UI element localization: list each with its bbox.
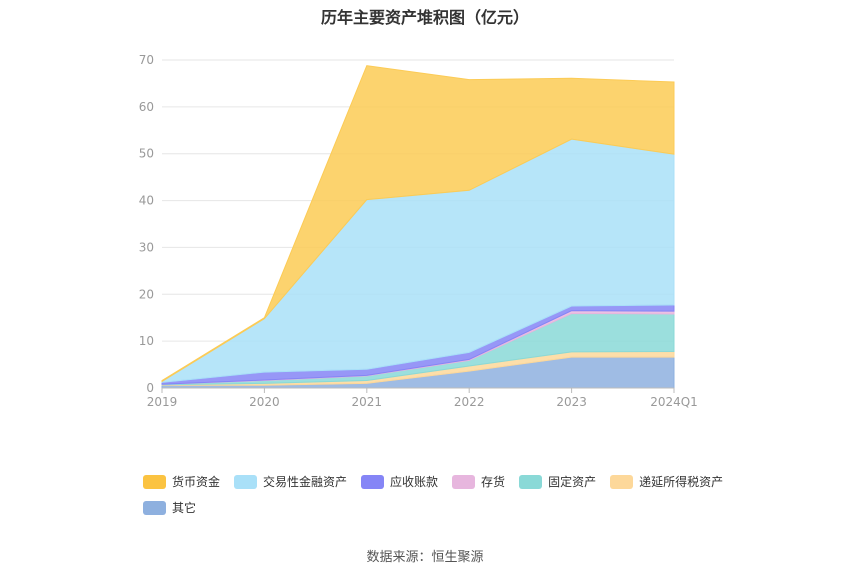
legend-label: 交易性金融资产	[263, 475, 348, 489]
y-tick-label: 10	[139, 334, 154, 348]
area-series	[161, 65, 675, 383]
legend-label: 应收账款	[390, 475, 439, 489]
y-tick-label: 40	[139, 194, 154, 208]
legend-label: 其它	[172, 501, 197, 515]
legend-label: 货币资金	[172, 475, 221, 489]
chart-legend: 货币资金 交易性金融资产 应收账款 存货 固定资产 递延所得税资产其它	[143, 473, 763, 516]
x-tick-label: 2023	[556, 395, 587, 409]
legend-item[interactable]: 存货	[452, 473, 505, 490]
legend-label: 固定资产	[548, 475, 597, 489]
legend-swatch	[143, 500, 166, 515]
legend-item[interactable]: 其它	[143, 499, 196, 516]
y-tick-label: 30	[139, 240, 154, 254]
y-tick-label: 60	[139, 100, 154, 114]
x-tick-label: 2024Q1	[650, 395, 698, 409]
legend-swatch	[519, 474, 543, 489]
legend-item[interactable]: 交易性金融资产	[234, 473, 347, 490]
legend-item[interactable]: 货币资金	[143, 473, 220, 490]
y-tick-label: 50	[139, 147, 154, 161]
legend-swatch	[361, 474, 385, 489]
y-tick-label: 70	[139, 53, 154, 67]
legend-item[interactable]: 递延所得税资产	[610, 473, 723, 490]
legend-item[interactable]: 应收账款	[361, 473, 438, 490]
legend-swatch	[234, 474, 258, 489]
x-tick-label: 2019	[147, 395, 178, 409]
legend-swatch	[610, 474, 634, 489]
legend-label: 递延所得税资产	[639, 475, 724, 489]
stacked-area-chart: 0 10 20 30 40 50 60 70 2019 2020 2021 2022 2023 2024Q…	[139, 53, 698, 409]
chart-title: 历年主要资产堆积图（亿元）	[320, 8, 529, 27]
y-tick-label: 0	[146, 381, 154, 395]
legend-item[interactable]: 固定资产	[519, 473, 596, 490]
x-tick-label: 2022	[454, 395, 485, 409]
y-tick-label: 20	[139, 287, 154, 301]
x-tick-label: 2021	[352, 395, 383, 409]
legend-swatch	[143, 474, 166, 489]
data-source: 数据来源：恒生聚源	[366, 550, 484, 565]
legend-label: 存货	[481, 475, 506, 489]
x-tick-label: 2020	[249, 395, 280, 409]
legend-swatch	[452, 474, 476, 489]
